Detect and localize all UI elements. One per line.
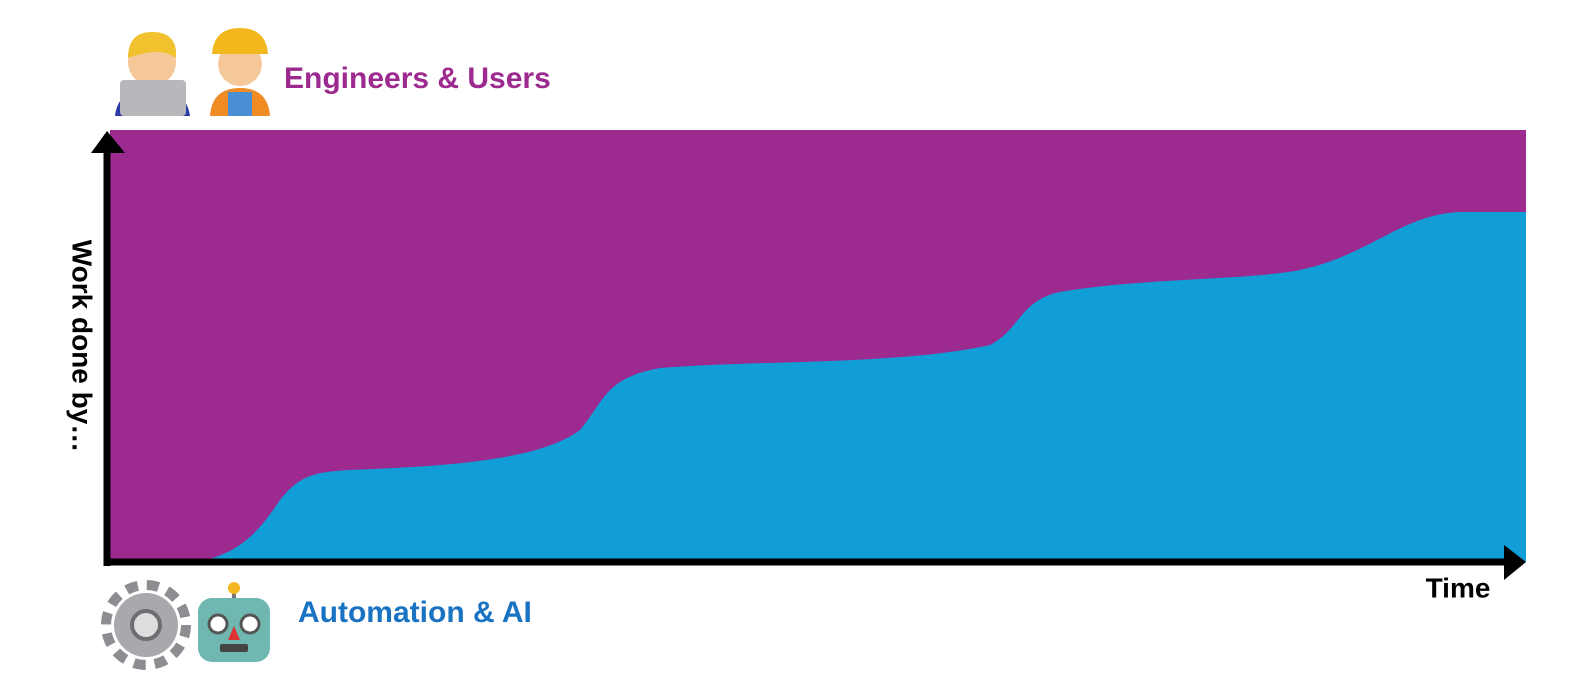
robot-icon [198,582,270,662]
x-axis-arrow [1504,545,1526,580]
bottom-label: Automation & AI [298,596,532,629]
x-axis-label: Time [1426,572,1491,603]
y-axis-label: Work done by… [67,240,98,453]
y-axis-arrow [91,131,125,153]
worker-icon [210,28,270,116]
engineer-icon [115,32,190,116]
gear-icon [101,580,191,670]
top-label: Engineers & Users [284,62,551,95]
automation-area [110,212,1526,562]
